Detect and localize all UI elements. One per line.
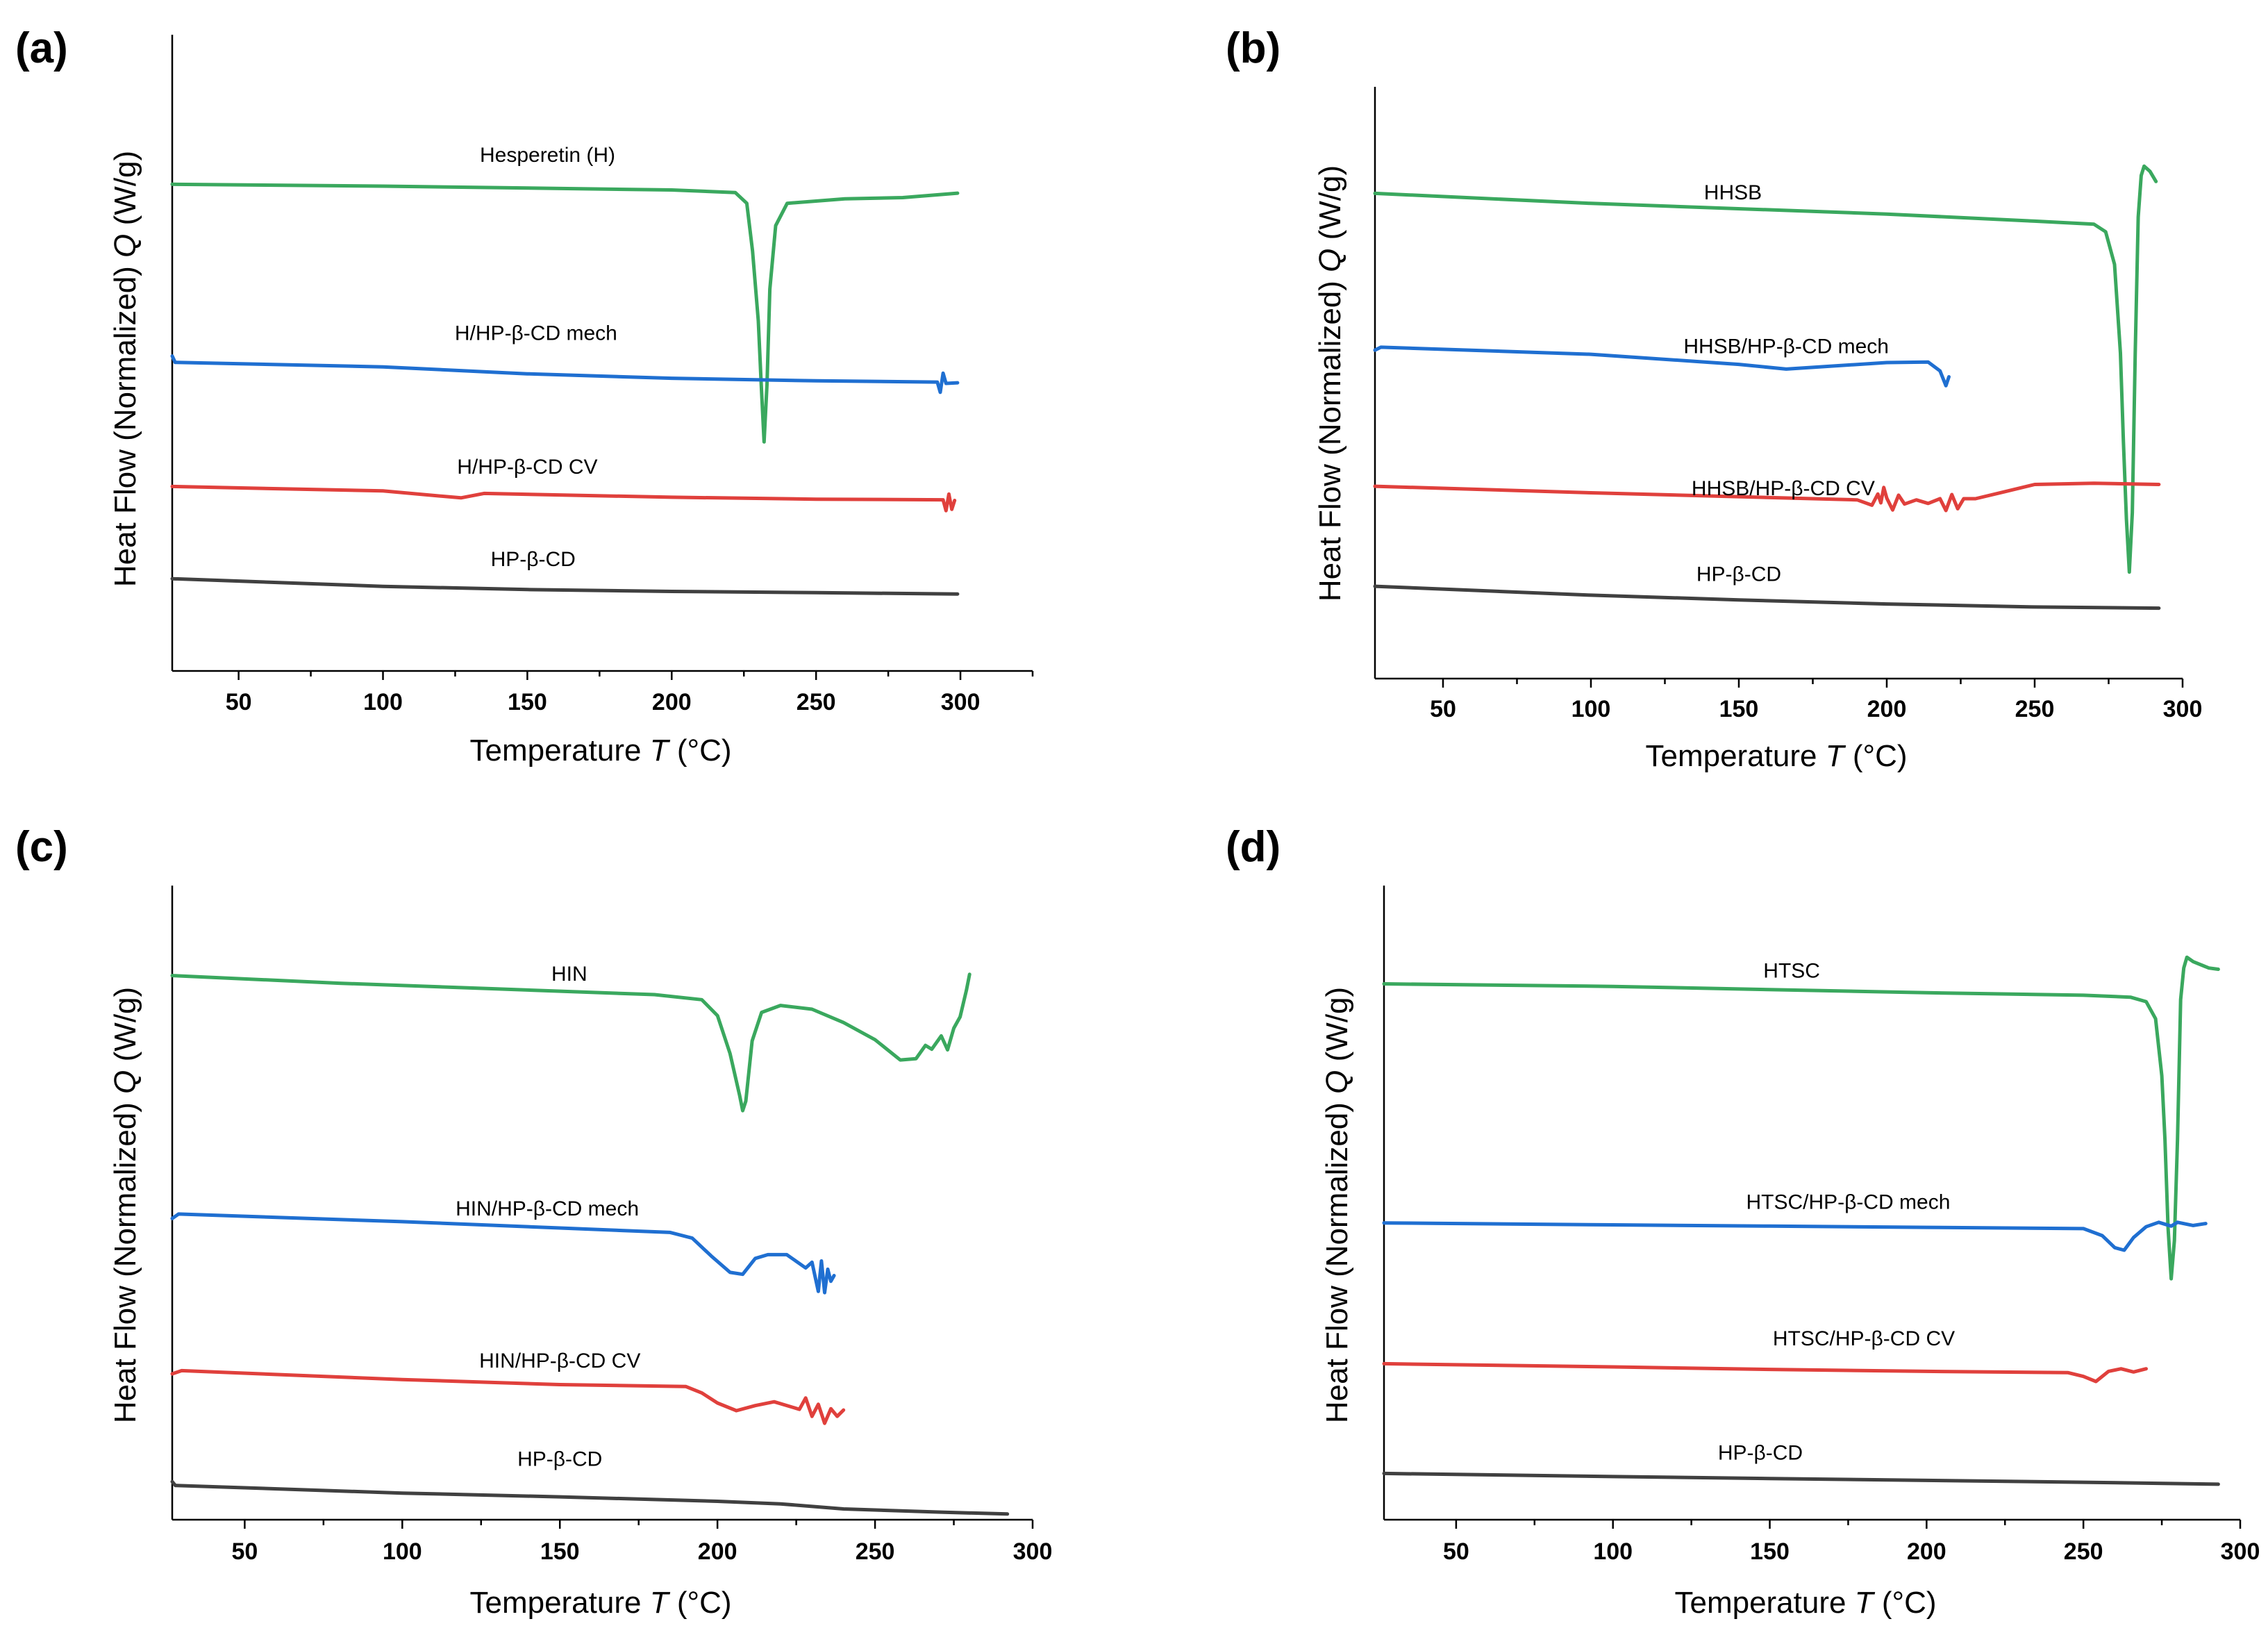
x-tick-label: 150 [508,689,547,715]
panel-label: (b) [1226,24,1281,72]
series-line [170,1479,1010,1516]
panel-d: (d) 50 100 150 200 250 300 Temperature T (°C) He… [1226,823,2260,1620]
x-tick-label: 100 [1571,696,1611,722]
x-tick-label: 50 [1443,1538,1469,1565]
y-axis-title: Heat Flow (Normalized) Q (W/g) [108,987,142,1423]
x-tick-label: 300 [941,689,981,715]
series-label: H/HP-β-CD mech [455,322,617,345]
x-tick-label: 50 [1430,696,1456,722]
x-axis-title: Temperature T (°C) [469,733,731,767]
x-tick-label: 200 [698,1538,737,1565]
x-tick-label: 200 [1907,1538,1946,1565]
series-label: HIN [551,963,587,986]
x-axis-title: Temperature T (°C) [1674,1586,1936,1620]
series-label: Hesperetin (H) [480,144,615,167]
series-label: HHSB/HP-β-CD CV [1692,477,1875,500]
series-line [1373,584,2161,611]
x-tick-label: 150 [1719,696,1759,722]
series-line [1373,345,1951,388]
series-label: HTSC [1763,959,1820,982]
x-tick-label: 250 [797,689,836,715]
x-tick-label: 300 [1013,1538,1053,1565]
series-label: H/HP-β-CD CV [457,456,597,479]
x-tick-label: 50 [226,689,252,715]
series-label: HIN/HP-β-CD mech [456,1197,639,1220]
x-tick-label: 300 [2221,1538,2260,1565]
series-label: HP-β-CD [517,1447,602,1470]
y-axis-title: Heat Flow (Normalized) Q (W/g) [1313,165,1347,601]
x-tick-label: 250 [2015,696,2055,722]
series-label: HHSB/HP-β-CD mech [1683,335,1889,358]
x-tick-label: 300 [2163,696,2203,722]
series-line [1373,164,2158,574]
panel-c: (c) 50 100 150 200 250 300 Temperature T (°C) He… [15,823,1052,1620]
panel-label: (d) [1226,823,1281,871]
series-line [1382,1471,2220,1486]
x-axis-title: Temperature T (°C) [469,1586,731,1620]
series-label: HP-β-CD [1696,563,1781,586]
series-label: HTSC/HP-β-CD CV [1773,1327,1955,1350]
x-axis-title: Temperature T (°C) [1645,739,1907,773]
x-tick-label: 150 [1750,1538,1790,1565]
x-tick-label: 150 [540,1538,580,1565]
series-label: HIN/HP-β-CD CV [479,1350,640,1372]
series-line [1373,481,2161,513]
series-line [1382,955,2220,1281]
y-axis-title: Heat Flow (Normalized) Q (W/g) [1320,987,1354,1423]
series-line [170,576,960,596]
panel-b: (b) 50 100 150 200 250 300 Temperature T (°C) He… [1226,24,2202,773]
x-tick-label: 200 [652,689,692,715]
series-line [170,182,960,444]
x-tick-label: 250 [2064,1538,2103,1565]
y-axis-title: Heat Flow (Normalized) Q (W/g) [108,151,142,587]
x-tick-label: 200 [1867,696,1907,722]
series-line [1382,1361,2148,1384]
x-tick-label: 250 [856,1538,895,1565]
series-label: HHSB [1704,181,1762,204]
series-line [170,1368,846,1425]
panel-label: (a) [15,24,68,72]
x-tick-label: 100 [363,689,403,715]
series-line [170,1212,836,1295]
x-tick-label: 100 [383,1538,422,1565]
series-line [170,354,960,395]
series-label: HTSC/HP-β-CD mech [1746,1191,1950,1214]
x-tick-label: 100 [1593,1538,1633,1565]
panel-label: (c) [15,823,68,871]
panel-a: (a) 50 100 150 200 250 300 Temperature T (°C) He… [15,24,1034,767]
series-label: HP-β-CD [491,548,576,571]
x-tick-label: 50 [231,1538,258,1565]
series-line [1382,1220,2208,1252]
series-line [170,972,972,1113]
series-label: HP-β-CD [1718,1441,1803,1464]
series-line [170,484,957,513]
